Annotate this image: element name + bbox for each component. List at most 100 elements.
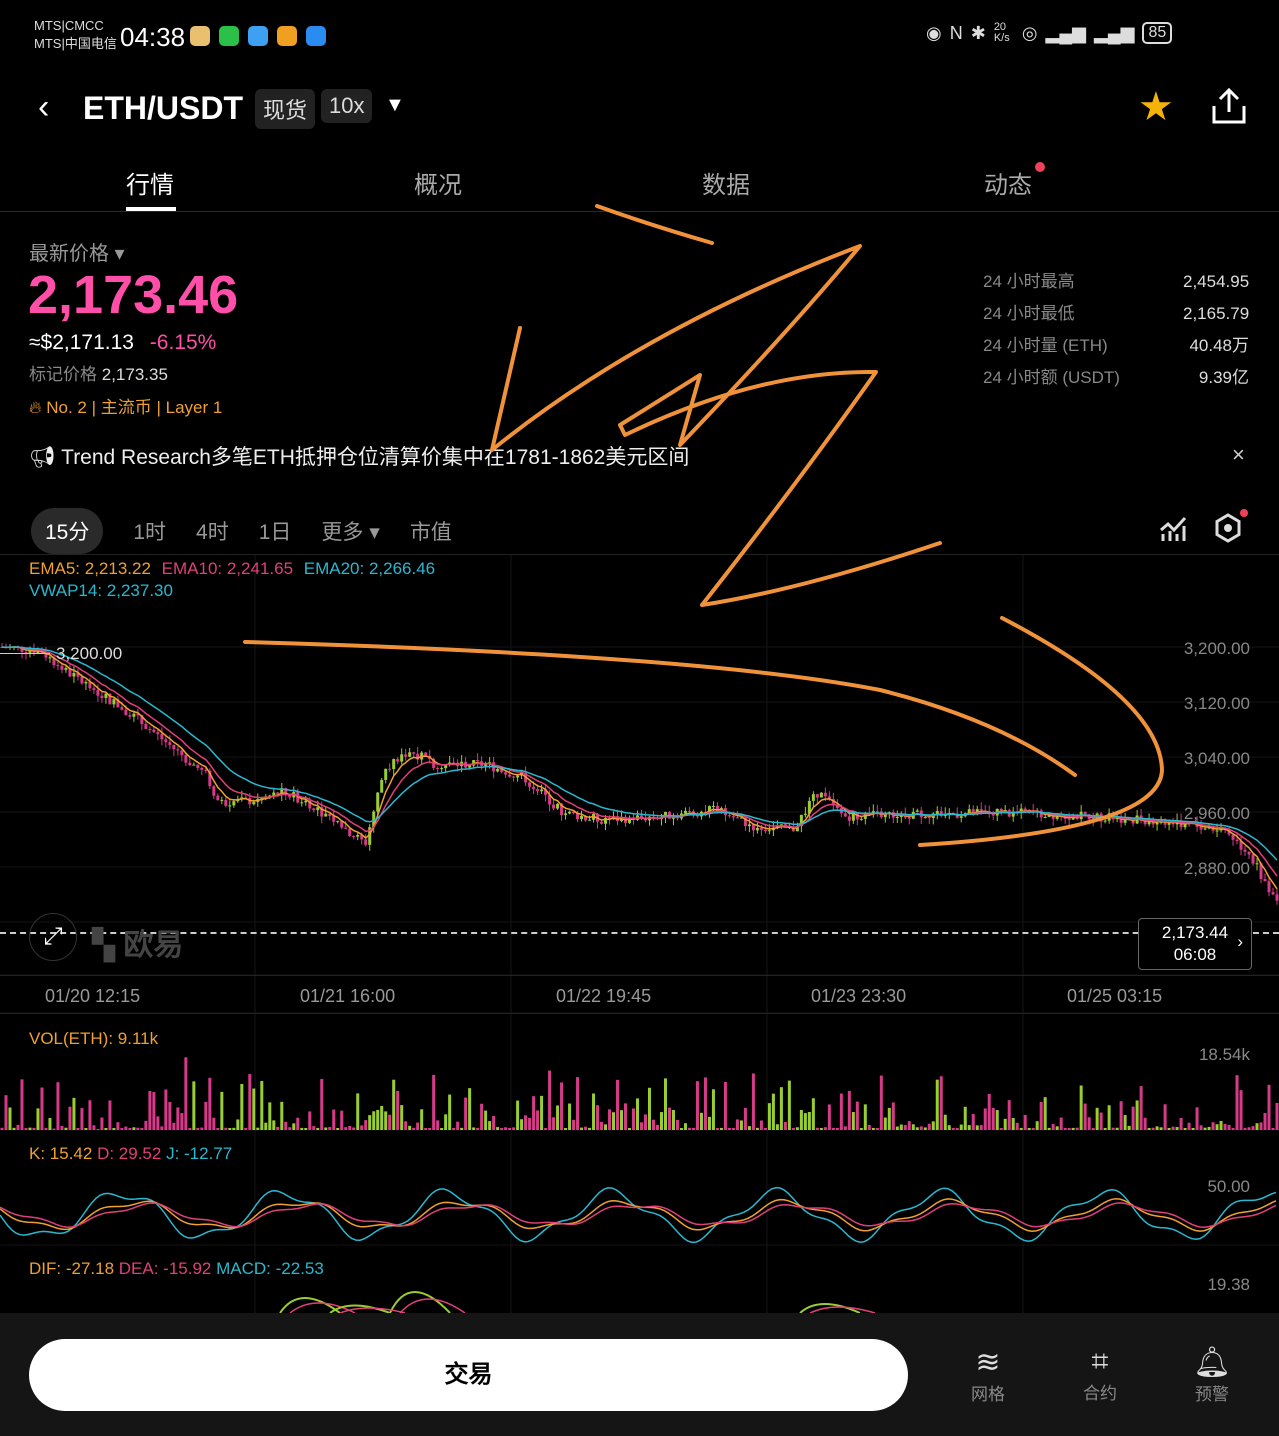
timeframe-15m[interactable]: 15分 — [31, 508, 104, 554]
volume-bar — [999, 1128, 1003, 1130]
volume-bar — [564, 1127, 568, 1130]
volume-bar — [120, 1127, 124, 1130]
news-banner[interactable]: 📢︎ Trend Research多笔ETH抵押仓位清算价集中在1781-186… — [29, 441, 689, 471]
candle — [424, 752, 428, 756]
candle — [735, 817, 739, 819]
tab-feed[interactable]: 动态 — [984, 172, 1032, 199]
pair-dropdown-icon[interactable]: ▼ — [385, 94, 405, 116]
volume-bar — [28, 1127, 32, 1130]
category-tag[interactable]: 主流币 — [100, 398, 152, 417]
star-icon[interactable]: ★ — [1138, 85, 1174, 129]
stat-value: 2,165.79 — [1183, 304, 1250, 323]
candle — [1275, 894, 1279, 901]
market-cap-tab[interactable]: 市值 — [409, 521, 452, 544]
volume-bar — [823, 1127, 827, 1130]
candle — [628, 817, 632, 823]
candle — [1231, 834, 1235, 840]
candle — [308, 800, 312, 809]
volume-bar — [1087, 1117, 1091, 1130]
share-icon[interactable] — [1210, 86, 1248, 126]
volume-bar — [847, 1090, 851, 1130]
candle — [180, 750, 184, 756]
candle — [795, 826, 799, 832]
volume-bar — [963, 1106, 967, 1130]
volume-bar — [1215, 1124, 1219, 1130]
timeframe-1h[interactable]: 1时 — [133, 521, 167, 544]
tab-data[interactable]: 数据 — [702, 172, 750, 199]
candle — [260, 797, 264, 799]
candle — [228, 805, 232, 807]
candle — [759, 827, 763, 830]
volume-bar — [536, 1110, 540, 1130]
candle — [1091, 819, 1095, 821]
kdj-d: D: 29.52 — [97, 1144, 162, 1163]
close-news-button[interactable]: × — [1232, 442, 1245, 467]
candle — [1203, 828, 1207, 830]
volume-bar — [244, 1127, 248, 1130]
volume-bar — [172, 1122, 176, 1130]
volume-bar — [284, 1121, 288, 1130]
kline-chart[interactable] — [0, 555, 1279, 1313]
candle — [915, 810, 919, 812]
volume-bar — [412, 1127, 416, 1130]
alert-button[interactable]: 🔔︎ 预警 — [1172, 1345, 1252, 1405]
candle — [148, 728, 152, 730]
volume-bar — [44, 1127, 48, 1130]
volume-bar — [1239, 1090, 1243, 1130]
volume-bar — [819, 1127, 823, 1130]
back-icon[interactable]: ‹ — [38, 88, 50, 126]
volume-bar — [679, 1127, 683, 1130]
volume-bar — [863, 1104, 867, 1130]
candle — [380, 779, 384, 793]
volume-bar — [392, 1079, 396, 1130]
volume-value: VOL(ETH): 9.11k — [29, 1029, 159, 1048]
futures-icon: ⌗ — [1091, 1345, 1109, 1378]
carrier-1: MTS|CMCC — [34, 18, 104, 33]
volume-bar — [484, 1110, 488, 1130]
eye-icon: ◉ — [926, 22, 942, 43]
candle — [991, 813, 995, 816]
volume-bar — [92, 1125, 96, 1130]
candle — [1043, 816, 1047, 818]
candle — [687, 810, 691, 812]
settings-icon[interactable] — [1212, 512, 1244, 544]
timeframe-more[interactable]: 更多 ▾ — [321, 521, 380, 544]
volume-bar — [408, 1125, 412, 1130]
net-speed: 20 K/s — [993, 21, 1010, 44]
timeframe-1d[interactable]: 1日 — [258, 521, 292, 544]
candle — [843, 813, 847, 817]
candle — [176, 749, 180, 751]
rank-tag[interactable]: No. 2 — [46, 398, 87, 417]
fullscreen-icon[interactable]: ⤢ — [29, 913, 77, 961]
volume-bar — [675, 1119, 679, 1130]
trade-button[interactable]: 交易 — [29, 1339, 908, 1411]
y-tick: 3,040.00 — [1183, 749, 1250, 768]
candle — [268, 795, 272, 797]
price-label[interactable]: 最新价格 ▾ — [29, 243, 125, 265]
grid-button[interactable]: ≋ 网格 — [948, 1345, 1028, 1405]
futures-button[interactable]: ⌗ 合约 — [1060, 1345, 1140, 1404]
candle — [344, 827, 348, 829]
volume-bar — [871, 1128, 875, 1130]
candle — [84, 681, 88, 684]
volume-bar — [711, 1089, 715, 1130]
category-tag[interactable]: Layer 1 — [165, 398, 223, 417]
indicator-icon[interactable] — [1158, 514, 1188, 544]
volume-bar — [72, 1097, 76, 1130]
news-text[interactable]: Trend Research多笔ETH抵押仓位清算价集中在1781-1862美元… — [61, 446, 690, 469]
volume-bar — [76, 1128, 80, 1130]
pair-title[interactable]: ETH/USDT — [83, 90, 243, 126]
volume-bar — [84, 1128, 88, 1130]
candle — [544, 789, 548, 795]
candle — [232, 801, 236, 806]
current-price-tag[interactable]: 2,173.44 06:08 › — [1138, 918, 1252, 970]
candle — [731, 816, 735, 818]
tab-overview[interactable]: 概况 — [414, 172, 462, 199]
y-tick: 2,880.00 — [1183, 859, 1250, 878]
volume-bar — [815, 1127, 819, 1130]
x-tick: 01/22 19:45 — [556, 986, 652, 1006]
candle — [356, 834, 360, 837]
tab-market[interactable]: 行情 — [126, 172, 174, 199]
timeframe-4h[interactable]: 4时 — [196, 521, 229, 544]
volume-bar — [480, 1103, 484, 1130]
